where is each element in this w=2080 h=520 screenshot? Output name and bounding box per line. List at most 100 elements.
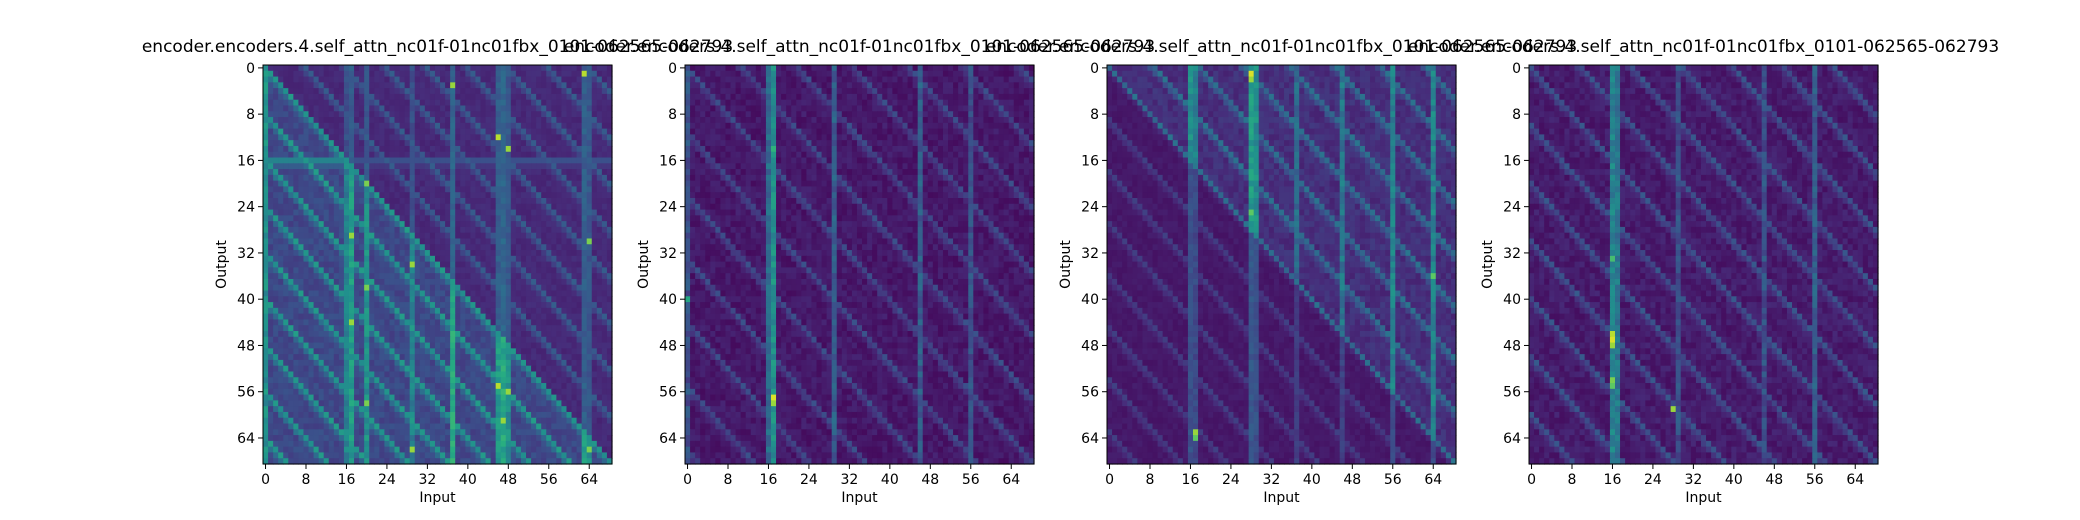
- heatmap-cell: [596, 365, 603, 373]
- heatmap-cell: [429, 174, 436, 182]
- heatmap-cell: [440, 417, 446, 425]
- heatmap-cell: [500, 255, 507, 263]
- heatmap-cell: [490, 377, 497, 384]
- heatmap-cell: [561, 128, 568, 135]
- heatmap-cell: [374, 331, 380, 338]
- heatmap-cell: [480, 226, 487, 234]
- heatmap-cell: [480, 319, 487, 326]
- heatmap-cell: [536, 145, 542, 153]
- heatmap-cell: [450, 435, 456, 442]
- heatmap-cell: [556, 192, 563, 199]
- heatmap-cell: [601, 284, 608, 292]
- heatmap-cell: [500, 198, 507, 205]
- heatmap-cell: [586, 446, 593, 454]
- heatmap-cell: [505, 105, 512, 112]
- heatmap-cell: [343, 446, 350, 454]
- heatmap-cell: [541, 296, 547, 303]
- heatmap-cell: [419, 232, 426, 240]
- heatmap-cell: [591, 446, 598, 454]
- heatmap-cell: [364, 377, 370, 384]
- heatmap-cell: [520, 406, 527, 413]
- heatmap-cell: [460, 290, 466, 297]
- heatmap-cell: [480, 215, 487, 222]
- heatmap-cell: [414, 296, 421, 303]
- heatmap-cell: [566, 192, 573, 199]
- heatmap-cell: [495, 255, 502, 263]
- heatmap-cell: [313, 411, 320, 419]
- heatmap-cell: [268, 93, 274, 101]
- heatmap-cell: [369, 307, 375, 315]
- heatmap-cell: [601, 93, 608, 101]
- heatmap-cell: [364, 319, 370, 326]
- heatmap-cell: [399, 186, 406, 193]
- heatmap-cell: [298, 203, 305, 211]
- heatmap-cell: [384, 88, 391, 95]
- heatmap-cell: [500, 319, 507, 326]
- heatmap-cell: [485, 278, 492, 286]
- heatmap-cell: [581, 70, 588, 78]
- heatmap-cell: [576, 93, 583, 101]
- heatmap-cell: [399, 278, 406, 286]
- heatmap-cell: [581, 354, 588, 361]
- heatmap-cell: [586, 70, 593, 78]
- heatmap-cell: [601, 151, 608, 159]
- heatmap-cell: [298, 169, 305, 176]
- heatmap-cell: [586, 359, 593, 367]
- heatmap-cell: [313, 226, 320, 234]
- heatmap-cell: [434, 325, 441, 332]
- heatmap-cell: [485, 348, 492, 355]
- heatmap-cell: [369, 151, 375, 159]
- heatmap-cell: [576, 359, 583, 367]
- heatmap-cell: [586, 128, 593, 135]
- heatmap-cell: [836, 70, 843, 78]
- heatmap-cell: [414, 250, 421, 257]
- heatmap-cell: [359, 122, 365, 130]
- heatmap-cell: [531, 319, 537, 326]
- heatmap-cell: [359, 82, 365, 89]
- heatmap-cell: [551, 331, 557, 338]
- heatmap-cell: [531, 394, 537, 401]
- heatmap-cell: [551, 319, 557, 326]
- heatmap-cell: [606, 290, 613, 297]
- heatmap-cell: [379, 261, 385, 268]
- heatmap-cell: [273, 440, 279, 448]
- heatmap-cell: [374, 111, 380, 118]
- heatmap-cell: [571, 406, 578, 413]
- heatmap-cell: [541, 180, 547, 188]
- heatmap-cell: [338, 76, 345, 83]
- heatmap-cell: [470, 88, 477, 95]
- heatmap-cell: [359, 446, 365, 454]
- heatmap-cell: [283, 452, 289, 459]
- heatmap-cell: [303, 429, 310, 436]
- heatmap-cell: [364, 215, 370, 222]
- heatmap-cell: [505, 411, 512, 419]
- heatmap-cell: [490, 302, 497, 309]
- heatmap-cell: [348, 93, 355, 101]
- heatmap-cell: [571, 105, 578, 112]
- heatmap-cell: [323, 111, 330, 118]
- heatmap-cell: [872, 76, 878, 83]
- heatmap-cell: [505, 65, 512, 72]
- heatmap-cell: [551, 70, 557, 78]
- heatmap-cell: [308, 145, 315, 153]
- heatmap-cell: [293, 429, 300, 436]
- heatmap-cell: [414, 111, 421, 118]
- heatmap-cell: [419, 255, 426, 263]
- heatmap-cell: [821, 70, 828, 78]
- heatmap-cell: [510, 273, 517, 280]
- heatmap-cell: [445, 365, 451, 373]
- heatmap-cell: [323, 359, 330, 367]
- heatmap-cell: [359, 238, 365, 245]
- heatmap-cell: [556, 359, 563, 367]
- heatmap-cell: [354, 336, 360, 344]
- heatmap-cell: [313, 203, 320, 211]
- heatmap-cell: [323, 232, 330, 240]
- heatmap-cell: [531, 429, 537, 436]
- heatmap-cell: [520, 273, 527, 280]
- heatmap-cell: [323, 365, 330, 373]
- heatmap-cell: [369, 394, 375, 401]
- heatmap-cell: [313, 331, 320, 338]
- heatmap-cell: [333, 354, 340, 361]
- heatmap-cell: [470, 331, 477, 338]
- heatmap-cell: [606, 244, 613, 251]
